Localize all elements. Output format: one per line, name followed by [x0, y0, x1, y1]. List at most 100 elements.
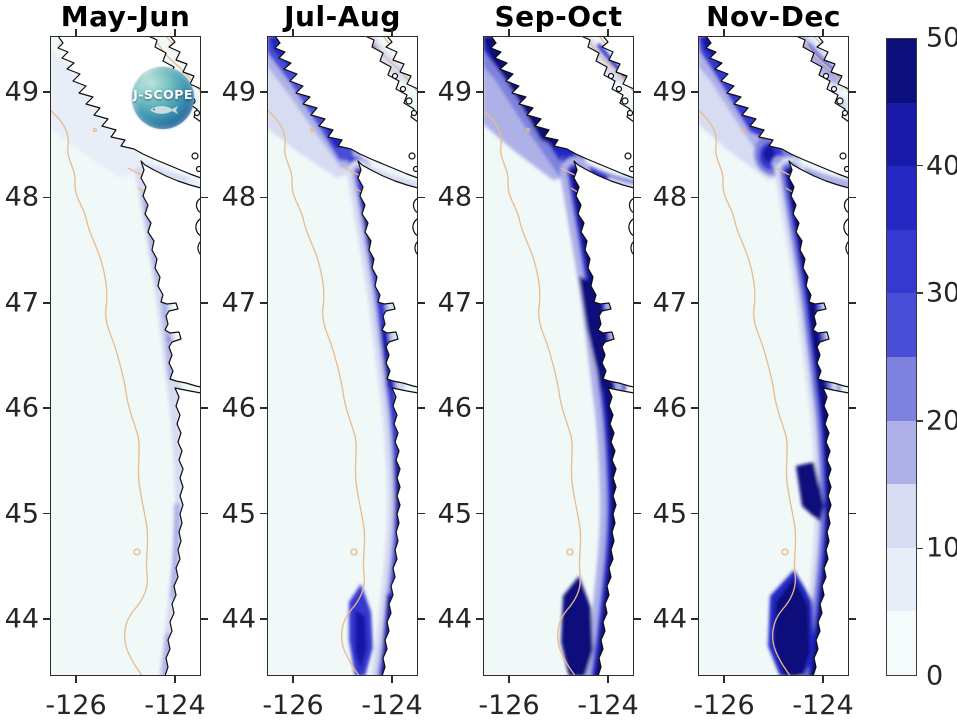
colorbar-tick [917, 420, 923, 422]
lon-tick [75, 676, 77, 683]
lon-tick-label: -124 [792, 690, 854, 720]
lon-tick [292, 29, 294, 36]
colorbar-segment [887, 420, 916, 485]
lat-tick-label: 48 [4, 181, 39, 213]
lat-tick [43, 196, 50, 199]
lat-tick [201, 618, 208, 620]
lat-tick [201, 91, 208, 93]
lon-tick-label: -124 [361, 690, 423, 720]
lat-tick-label: 48 [652, 181, 687, 213]
panel-title-jul-aug: Jul-Aug [284, 0, 401, 33]
lon-tick [391, 676, 393, 683]
lat-tick [201, 301, 208, 304]
colorbar-segment [887, 293, 916, 357]
lat-tick [634, 301, 641, 304]
lat-tick [260, 407, 267, 409]
lon-tick [607, 29, 609, 36]
jscope-logo-text: J-SCOPE [133, 87, 193, 102]
lat-tick [476, 301, 483, 304]
lat-tick [634, 512, 641, 515]
colorbar-segment [887, 166, 916, 230]
lat-tick [260, 91, 267, 93]
map-sep-oct [483, 36, 634, 676]
lat-tick-label: 47 [652, 287, 687, 319]
lat-tick [476, 196, 483, 199]
lat-tick-label: 44 [652, 603, 687, 635]
lat-tick [691, 618, 698, 620]
lat-tick-label: 48 [221, 181, 256, 213]
lat-tick [691, 407, 698, 409]
lat-tick [476, 407, 483, 409]
lat-tick [691, 196, 698, 199]
map-panel-jul-aug: Jul-Aug [222, 0, 425, 719]
lon-tick-label: -126 [262, 690, 324, 720]
lat-tick [418, 618, 425, 620]
colorbar-tick-label: 30 [926, 277, 957, 309]
lat-tick [849, 196, 856, 199]
colorbar-segment [887, 484, 916, 548]
lat-tick-label: 45 [652, 498, 687, 530]
colorbar-segment [887, 547, 916, 612]
lat-tick-label: 49 [4, 76, 39, 108]
lon-tick-label: -126 [45, 690, 107, 720]
lat-tick [691, 91, 698, 93]
colorbar-tick-label: 40 [926, 150, 957, 182]
colorbar-tick [917, 547, 923, 550]
lat-tick [43, 91, 50, 93]
lat-tick-label: 49 [652, 76, 687, 108]
map-panel-may-jun: May-Jun [5, 0, 208, 719]
map-nov-dec [698, 36, 849, 676]
lat-tick [634, 407, 641, 409]
lon-tick [723, 676, 725, 683]
lat-tick [634, 196, 641, 199]
lon-tick-label: -126 [693, 690, 755, 720]
lat-tick-label: 46 [4, 392, 39, 424]
lat-tick [43, 301, 50, 304]
lat-tick [418, 91, 425, 93]
lat-tick-label: 47 [221, 287, 256, 319]
lat-tick [260, 196, 267, 199]
lat-tick [634, 618, 641, 620]
lat-tick [201, 407, 208, 409]
lat-tick-label: 44 [437, 603, 472, 635]
lat-tick-label: 49 [437, 76, 472, 108]
lon-tick [292, 676, 294, 683]
panel-title-nov-dec: Nov-Dec [706, 0, 841, 33]
lat-tick-label: 47 [4, 287, 39, 319]
lat-tick [260, 301, 267, 304]
colorbar-segment [887, 102, 916, 167]
lat-tick [43, 407, 50, 409]
colorbar [886, 38, 917, 676]
colorbar-segment [887, 356, 916, 421]
lon-tick [607, 676, 609, 683]
colorbar-segment [887, 39, 916, 103]
lat-tick [476, 512, 483, 515]
lat-tick [476, 91, 483, 93]
lat-tick [691, 512, 698, 515]
map-jul-aug [267, 36, 418, 676]
lat-tick [849, 512, 856, 515]
lat-tick-label: 49 [221, 76, 256, 108]
lat-tick-label: 46 [437, 392, 472, 424]
colorbar-tick [917, 292, 923, 294]
colorbar-tick [917, 164, 923, 167]
panel-title-may-jun: May-Jun [60, 0, 191, 33]
lon-tick [174, 29, 176, 36]
lat-tick [43, 618, 50, 620]
lat-tick [260, 618, 267, 620]
colorbar-tick-label: 0 [926, 660, 944, 692]
lat-tick-label: 44 [221, 603, 256, 635]
lat-tick-label: 47 [437, 287, 472, 319]
lat-tick [849, 91, 856, 93]
colorbar-segment [887, 229, 916, 294]
lon-tick [822, 676, 824, 683]
lat-tick-label: 45 [4, 498, 39, 530]
lat-tick-label: 46 [221, 392, 256, 424]
fish-icon [150, 106, 178, 114]
colorbar-tick-label: 50 [926, 22, 957, 54]
lat-tick [201, 512, 208, 515]
lat-tick-label: 45 [437, 498, 472, 530]
lon-tick [391, 29, 393, 36]
map-panel-sep-oct: Sep-Oct [438, 0, 641, 719]
